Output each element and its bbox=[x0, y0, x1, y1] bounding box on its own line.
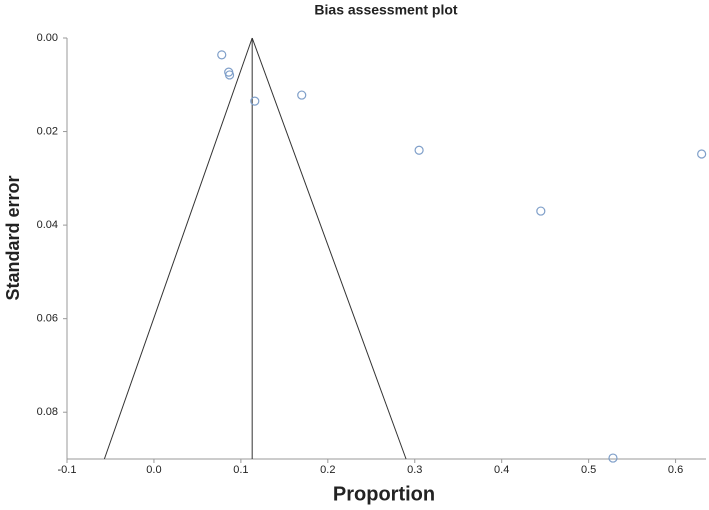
y-axis-label: Standard error bbox=[3, 175, 23, 300]
x-tick-label: 0.1 bbox=[233, 464, 248, 476]
x-tick-label: 0.4 bbox=[494, 464, 509, 476]
point bbox=[536, 206, 546, 216]
y-tick-label: 0.08 bbox=[37, 406, 58, 418]
y-tick-label: 0.02 bbox=[37, 125, 58, 137]
point bbox=[217, 50, 227, 60]
x-tick-label: 0.2 bbox=[320, 464, 335, 476]
x-tick-label: 0.0 bbox=[146, 464, 161, 476]
point bbox=[250, 96, 260, 106]
y-tick-label: 0.06 bbox=[37, 313, 58, 325]
funnel-right bbox=[251, 37, 407, 460]
x-tick-label: 0.5 bbox=[581, 464, 596, 476]
point bbox=[224, 70, 235, 80]
point bbox=[608, 453, 618, 463]
x-tick-label: -0.1 bbox=[58, 464, 77, 476]
point bbox=[697, 149, 707, 159]
point bbox=[297, 90, 307, 100]
y-tick-label: 0.00 bbox=[37, 32, 58, 44]
x-axis-label: Proportion bbox=[333, 483, 435, 505]
x-tick-label: 0.6 bbox=[668, 464, 683, 476]
x-tick-label: 0.3 bbox=[407, 464, 422, 476]
chart-title: Bias assessment plot bbox=[314, 2, 458, 18]
point bbox=[414, 145, 424, 155]
funnel-left bbox=[103, 37, 253, 460]
y-tick-label: 0.04 bbox=[37, 219, 58, 231]
